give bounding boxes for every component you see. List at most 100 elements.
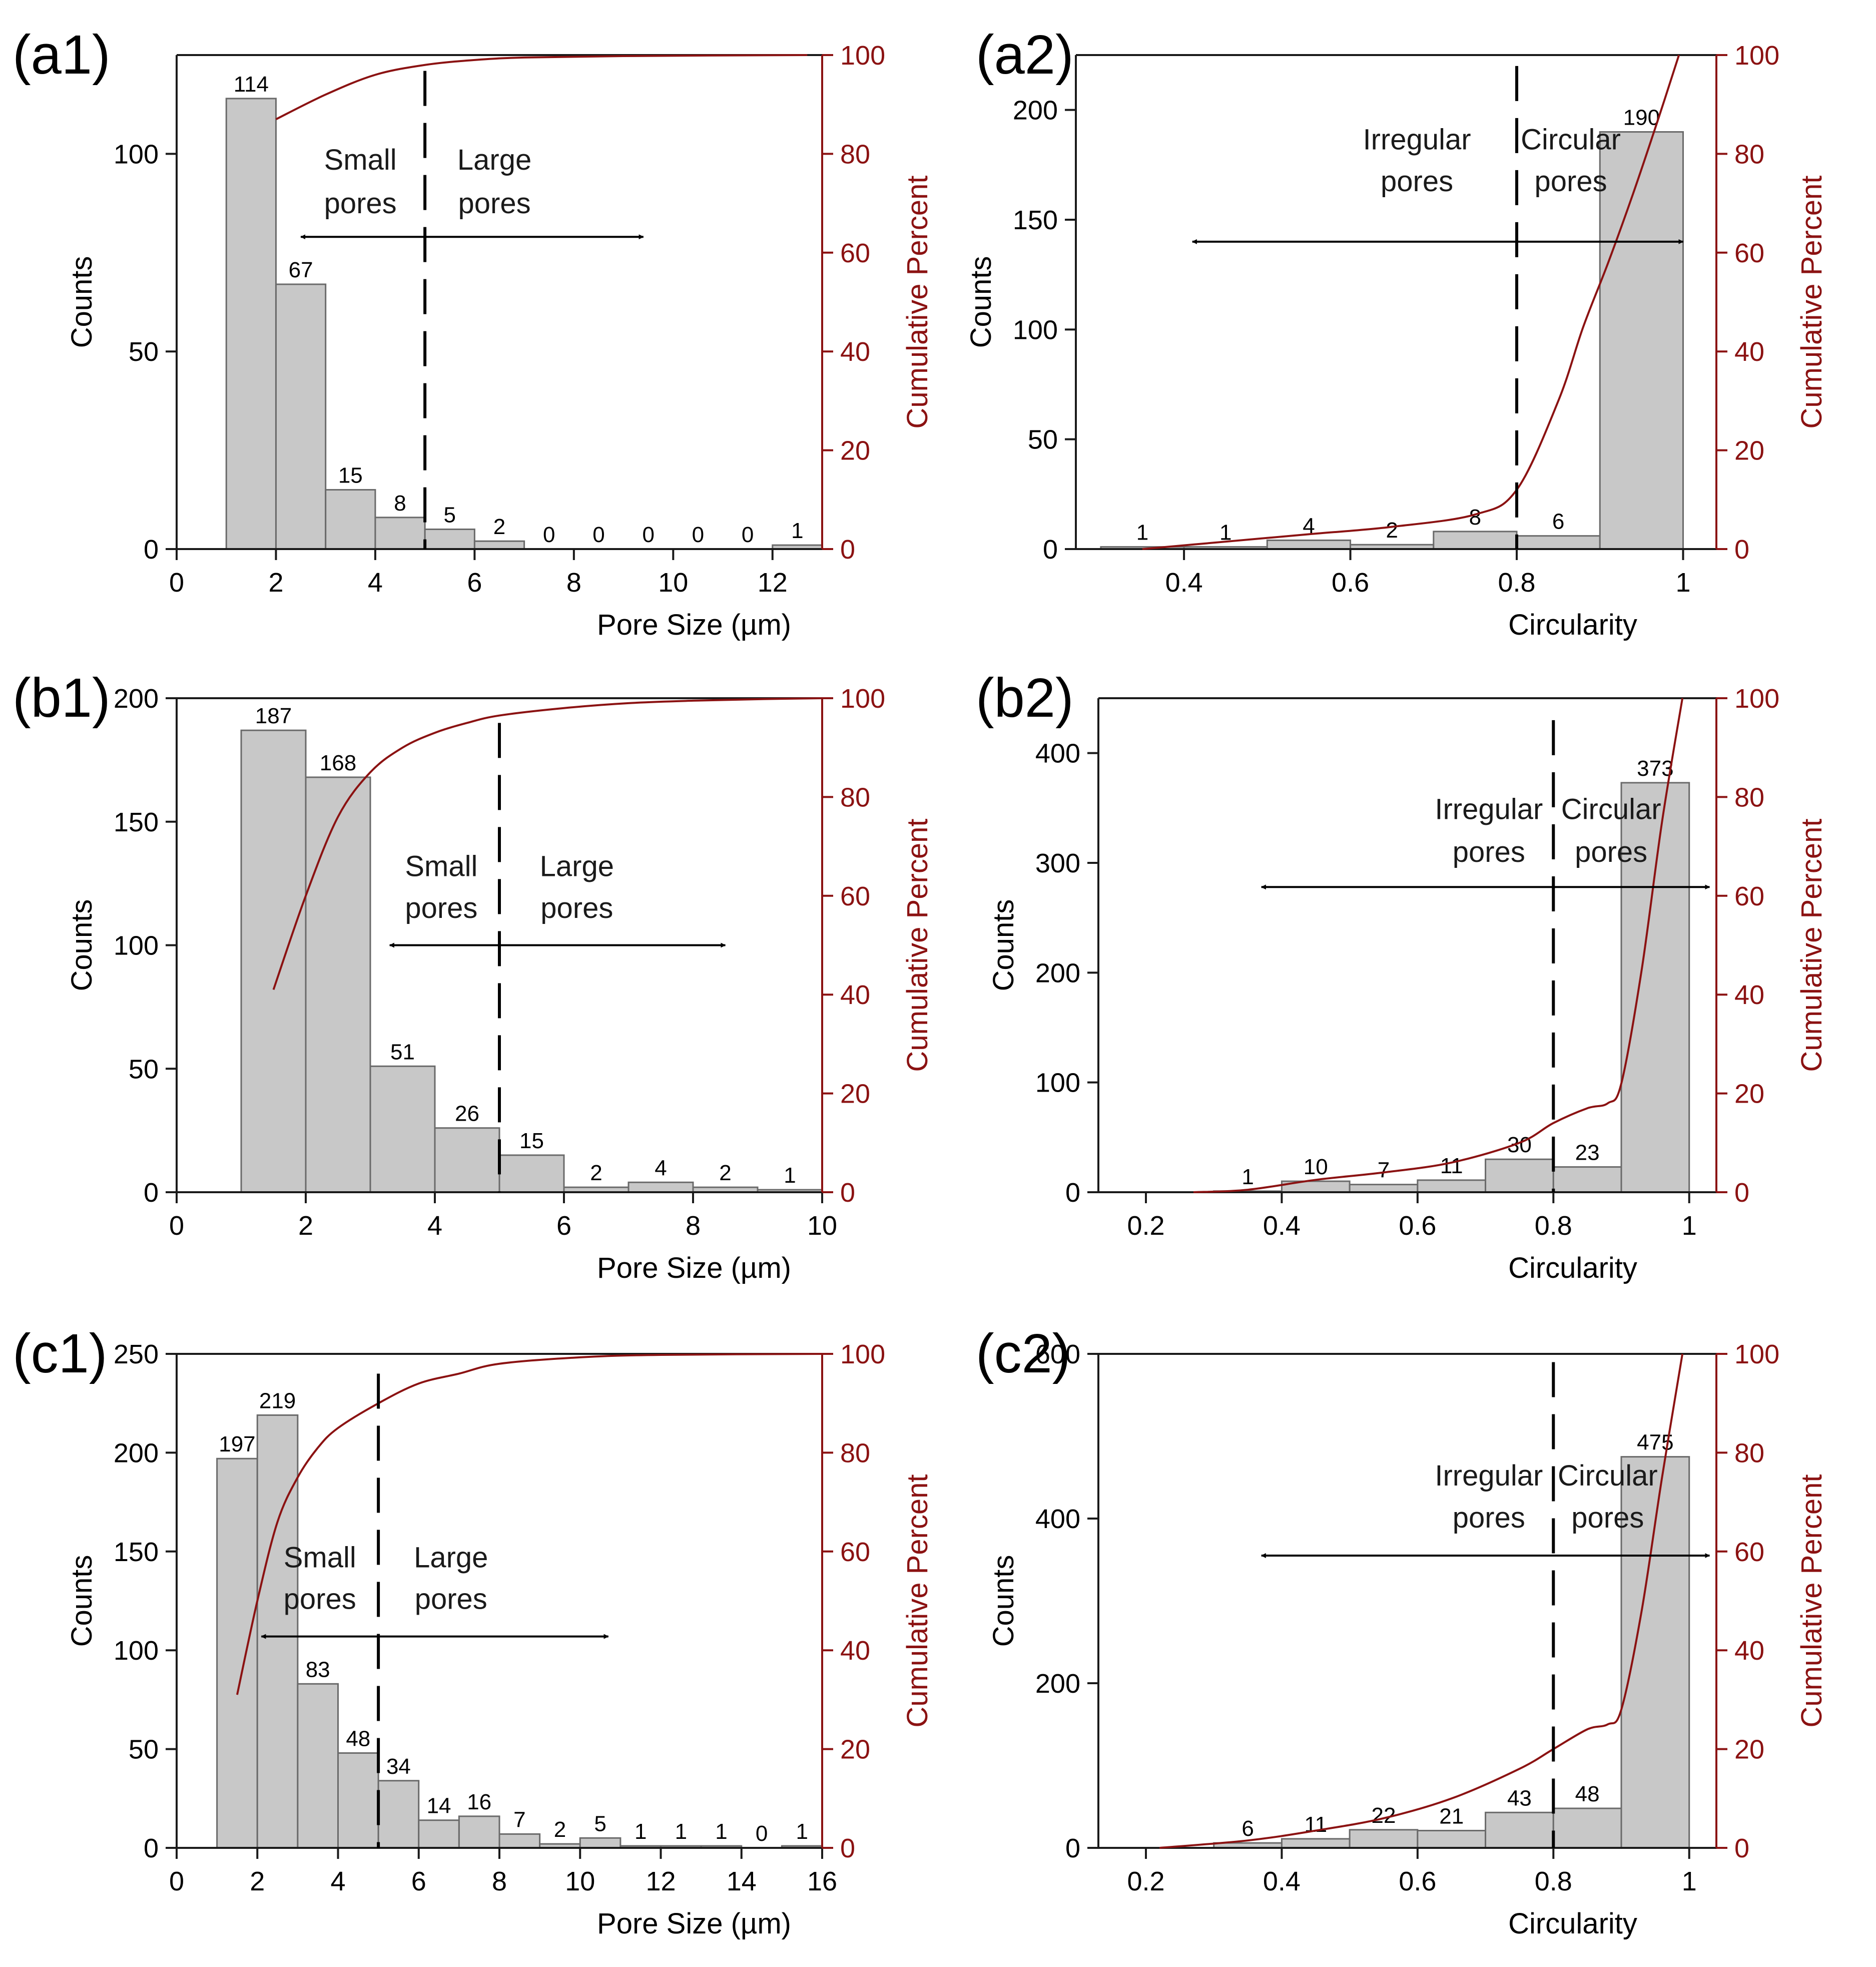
y-tick-label: 150 <box>114 807 159 837</box>
y2-tick-label: 80 <box>1734 782 1764 812</box>
x-axis-title: Circularity <box>1508 1907 1637 1940</box>
y-tick-label: 200 <box>114 684 159 714</box>
histogram-bar <box>305 776 371 1193</box>
bar-value-label: 1 <box>791 519 803 543</box>
y2-tick-label: 80 <box>840 1438 870 1468</box>
y2-tick-label: 80 <box>840 139 870 169</box>
x-tick-label: 10 <box>807 1211 837 1241</box>
histogram-bar <box>1266 539 1352 550</box>
x-tick-label: 0.2 <box>1127 1211 1164 1241</box>
histogram-bar <box>225 98 277 550</box>
panel-label: (b1) <box>13 667 111 729</box>
y2-tick-label: 40 <box>1734 337 1764 367</box>
x-tick-label: 12 <box>758 568 788 598</box>
x-axis-title: Pore Size (µm) <box>597 1252 791 1284</box>
histogram-bar <box>628 1181 694 1193</box>
histogram-bar <box>240 729 307 1193</box>
region-annotation: pores <box>405 892 477 924</box>
region-annotation: pores <box>324 187 397 220</box>
bar-value-label: 8 <box>1469 505 1481 530</box>
x-tick-label: 4 <box>427 1211 442 1241</box>
x-tick-label: 8 <box>686 1211 701 1241</box>
bar-value-label: 48 <box>346 1726 370 1751</box>
x-tick-label: 2 <box>268 568 283 598</box>
region-annotation: Small <box>284 1541 356 1574</box>
y-tick-label: 0 <box>1065 1833 1080 1863</box>
x-tick-label: 8 <box>492 1866 507 1896</box>
histogram-bar <box>1349 1184 1419 1193</box>
bar-value-label: 14 <box>427 1794 451 1818</box>
x-tick-label: 0.2 <box>1127 1866 1164 1896</box>
y2-tick-label: 100 <box>1734 1339 1779 1369</box>
region-annotation: Irregular <box>1435 793 1543 825</box>
histogram-bar <box>377 1780 420 1849</box>
bar-value-label: 67 <box>289 258 313 282</box>
x-tick-label: 6 <box>467 568 482 598</box>
x-tick-label: 0 <box>169 1211 184 1241</box>
bar-value-label: 34 <box>386 1754 411 1779</box>
y-tick-label: 50 <box>129 1054 159 1084</box>
x-tick-label: 2 <box>250 1866 265 1896</box>
histogram-bar <box>374 517 426 550</box>
bar-value-label: 2 <box>590 1161 602 1185</box>
x-tick-label: 0.4 <box>1263 1211 1301 1241</box>
x-tick-label: 12 <box>646 1866 676 1896</box>
y-tick-label: 0 <box>144 1178 159 1208</box>
bar-value-label: 1 <box>635 1819 647 1844</box>
x-tick-label: 0.8 <box>1535 1211 1572 1241</box>
cumulative-curve <box>1193 698 1684 1193</box>
y-tick-label: 0 <box>144 1833 159 1863</box>
histogram-bar <box>1281 1838 1351 1849</box>
x-tick-label: 8 <box>566 568 581 598</box>
histogram-bar <box>458 1815 500 1849</box>
x-tick-label: 0.6 <box>1399 1866 1436 1896</box>
histogram-bar <box>297 1683 339 1849</box>
x-tick-label: 10 <box>565 1866 595 1896</box>
y2-tick-label: 20 <box>1734 1735 1764 1765</box>
x-tick-label: 0.4 <box>1165 568 1203 598</box>
bar-value-label: 11 <box>1440 1154 1463 1178</box>
bar-value-label: 1 <box>784 1163 796 1188</box>
y-tick-label: 100 <box>114 1636 159 1666</box>
x-axis-title: Circularity <box>1508 1252 1637 1284</box>
y2-tick-label: 100 <box>1734 684 1779 714</box>
bar-value-label: 114 <box>234 72 269 97</box>
histogram-bar <box>1485 1158 1554 1193</box>
y-tick-label: 0 <box>144 535 159 565</box>
panel-label: (c1) <box>13 1323 107 1384</box>
region-annotation: pores <box>284 1583 356 1615</box>
histogram-bar <box>1485 1811 1554 1849</box>
cumulative-curve <box>1142 55 1680 550</box>
y2-tick-label: 80 <box>1734 1438 1764 1468</box>
bar-value-label: 8 <box>394 491 406 516</box>
bar-value-label: 373 <box>1637 756 1673 781</box>
bar-value-label: 1 <box>675 1819 687 1844</box>
y2-tick-label: 100 <box>840 684 885 714</box>
region-annotation: Large <box>414 1541 488 1574</box>
y-tick-label: 0 <box>1065 1178 1080 1208</box>
y2-tick-label: 40 <box>840 980 870 1010</box>
bar-value-label: 2 <box>493 515 505 539</box>
y2-tick-label: 0 <box>840 1178 855 1208</box>
bar-value-label: 7 <box>513 1807 525 1832</box>
histogram-bar <box>256 1414 299 1849</box>
panel-label: (a1) <box>13 24 111 86</box>
histogram-bar <box>216 1457 258 1849</box>
y2-tick-label: 80 <box>1734 139 1764 169</box>
y-tick-label: 400 <box>1035 739 1080 769</box>
y-tick-label: 50 <box>129 1735 159 1765</box>
panel-label: (c2) <box>976 1323 1070 1384</box>
bar-value-label: 4 <box>655 1156 667 1180</box>
bar-value-label: 48 <box>1575 1782 1600 1806</box>
histogram-bar <box>434 1127 500 1193</box>
histogram-bar <box>1417 1179 1487 1193</box>
region-annotation: Circular <box>1521 124 1621 156</box>
region-annotation: pores <box>540 892 613 924</box>
bar-value-label: 0 <box>592 523 604 547</box>
histogram-bar <box>473 540 525 550</box>
y2-tick-label: 0 <box>840 1833 855 1863</box>
bar-value-label: 0 <box>742 523 754 547</box>
